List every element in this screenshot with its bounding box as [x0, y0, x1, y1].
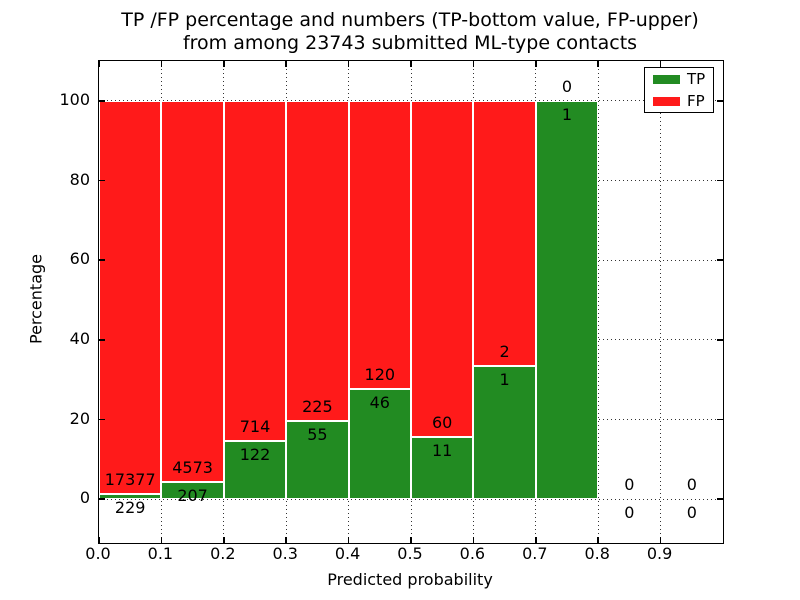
- legend-label-tp: TP: [687, 69, 706, 88]
- y-tick-mark: [717, 179, 723, 182]
- fp-count-label: 120: [364, 364, 396, 384]
- y-tick-mark: [99, 100, 105, 102]
- x-tick-label: 0.3: [272, 544, 298, 563]
- x-tick-mark: [659, 537, 662, 543]
- legend-item-fp: FP: [645, 90, 713, 112]
- tp-count-label: 122: [239, 445, 271, 465]
- x-tick-mark: [597, 61, 599, 67]
- x-tick-mark: [535, 61, 537, 67]
- tp-bar-segment: [473, 366, 536, 500]
- legend: TP FP: [644, 67, 714, 113]
- tp-bar-segment: [411, 437, 474, 500]
- x-tick-mark: [347, 537, 350, 543]
- chart-title: TP /FP percentage and numbers (TP-bottom…: [98, 9, 722, 55]
- x-tick-mark: [223, 537, 225, 543]
- x-tick-mark: [597, 537, 599, 543]
- fp-count-label: 714: [239, 417, 271, 437]
- x-axis-label: Predicted probability: [327, 570, 493, 589]
- fp-count-label: 0: [686, 475, 697, 495]
- x-tick-label: 0.7: [522, 544, 548, 563]
- fp-bar-segment: [286, 100, 349, 421]
- y-tick-mark: [99, 339, 105, 341]
- y-tick-mark: [99, 498, 105, 500]
- x-tick-label: 0.2: [210, 544, 236, 563]
- y-tick-label: 80: [69, 169, 90, 189]
- y-tick-mark: [717, 418, 723, 421]
- fp-count-label: 225: [302, 396, 333, 416]
- x-tick-label: 0.1: [147, 544, 174, 563]
- tp-bar-segment: [161, 481, 224, 500]
- x-tick-mark: [285, 61, 287, 67]
- tp-count-label: 207: [177, 485, 208, 505]
- tp-count-label: 0: [686, 503, 697, 523]
- tp-count-label: 0: [624, 503, 635, 523]
- y-tick-label: 0: [79, 488, 90, 508]
- chart-title-line1: TP /FP percentage and numbers (TP-bottom…: [121, 9, 699, 31]
- legend-item-tp: TP: [645, 68, 713, 90]
- fp-bar-segment: [473, 100, 536, 367]
- x-tick-label: 0.9: [646, 544, 673, 563]
- x-tick-mark: [160, 537, 163, 543]
- fp-color-swatch: [653, 96, 680, 106]
- legend-label-fp: FP: [687, 91, 705, 110]
- x-tick-mark: [285, 537, 287, 543]
- x-tick-mark: [347, 61, 350, 67]
- y-tick-mark: [717, 259, 723, 261]
- x-tick-mark: [659, 61, 662, 67]
- x-tick-label: 0.6: [459, 544, 486, 563]
- y-tick-label: 40: [69, 328, 90, 348]
- x-tick-mark: [98, 537, 100, 543]
- x-tick-label: 0.0: [85, 544, 111, 563]
- y-tick-mark: [717, 339, 723, 341]
- x-tick-mark: [472, 537, 475, 543]
- fp-bar-segment: [161, 100, 224, 482]
- x-tick-label: 0.5: [397, 544, 423, 563]
- tp-count-label: 1: [499, 370, 510, 390]
- tp-count-label: 229: [114, 498, 146, 517]
- tp-color-swatch: [653, 74, 680, 84]
- x-tick-mark: [98, 61, 100, 67]
- x-tick-mark: [160, 61, 163, 67]
- x-tick-mark: [223, 61, 225, 67]
- y-tick-mark: [99, 259, 105, 261]
- fp-count-label: 2: [499, 342, 510, 362]
- fp-bar-segment: [411, 100, 474, 438]
- y-tick-mark: [99, 179, 105, 182]
- fp-count-label: 0: [561, 76, 573, 96]
- y-tick-label: 100: [59, 89, 90, 109]
- y-tick-mark: [99, 418, 105, 421]
- tp-bar-segment: [286, 420, 349, 500]
- x-tick-mark: [410, 537, 412, 543]
- x-tick-mark: [535, 537, 537, 543]
- fp-count-label: 4573: [172, 457, 213, 477]
- y-tick-label: 20: [69, 408, 90, 428]
- fp-count-label: 60: [432, 413, 453, 433]
- tp-count-label: 46: [369, 392, 390, 412]
- y-tick-mark: [717, 498, 723, 500]
- chart-title-line2: from among 23743 submitted ML-type conta…: [182, 32, 638, 54]
- x-tick-label: 0.8: [584, 544, 610, 563]
- tp-count-label: 11: [432, 441, 453, 461]
- y-tick-label: 60: [69, 249, 90, 269]
- fp-bar-segment: [223, 100, 287, 442]
- y-tick-mark: [717, 100, 723, 102]
- fp-bar-segment: [348, 100, 411, 389]
- tp-bar-segment: [348, 388, 411, 500]
- x-tick-mark: [410, 61, 412, 67]
- fp-count-label: 0: [624, 475, 635, 495]
- tp-count-label: 55: [307, 424, 328, 444]
- gridline-v: [660, 61, 662, 543]
- x-tick-label: 0.4: [334, 544, 361, 563]
- tp-count-label: 1: [561, 104, 573, 124]
- x-tick-mark: [472, 61, 475, 67]
- fp-bar-segment: [99, 100, 162, 494]
- fp-count-label: 17377: [104, 470, 156, 489]
- y-axis-label: Percentage: [26, 253, 46, 345]
- plot-area: 17377 229 4573 207 714 122 225 55 120 46 60 11 2 1 0 1 0…: [98, 60, 724, 544]
- tp-bar-segment: [223, 441, 287, 500]
- tp-bar-segment: [99, 494, 162, 500]
- tp-bar-segment: [535, 100, 599, 500]
- gridline-v: [597, 61, 599, 543]
